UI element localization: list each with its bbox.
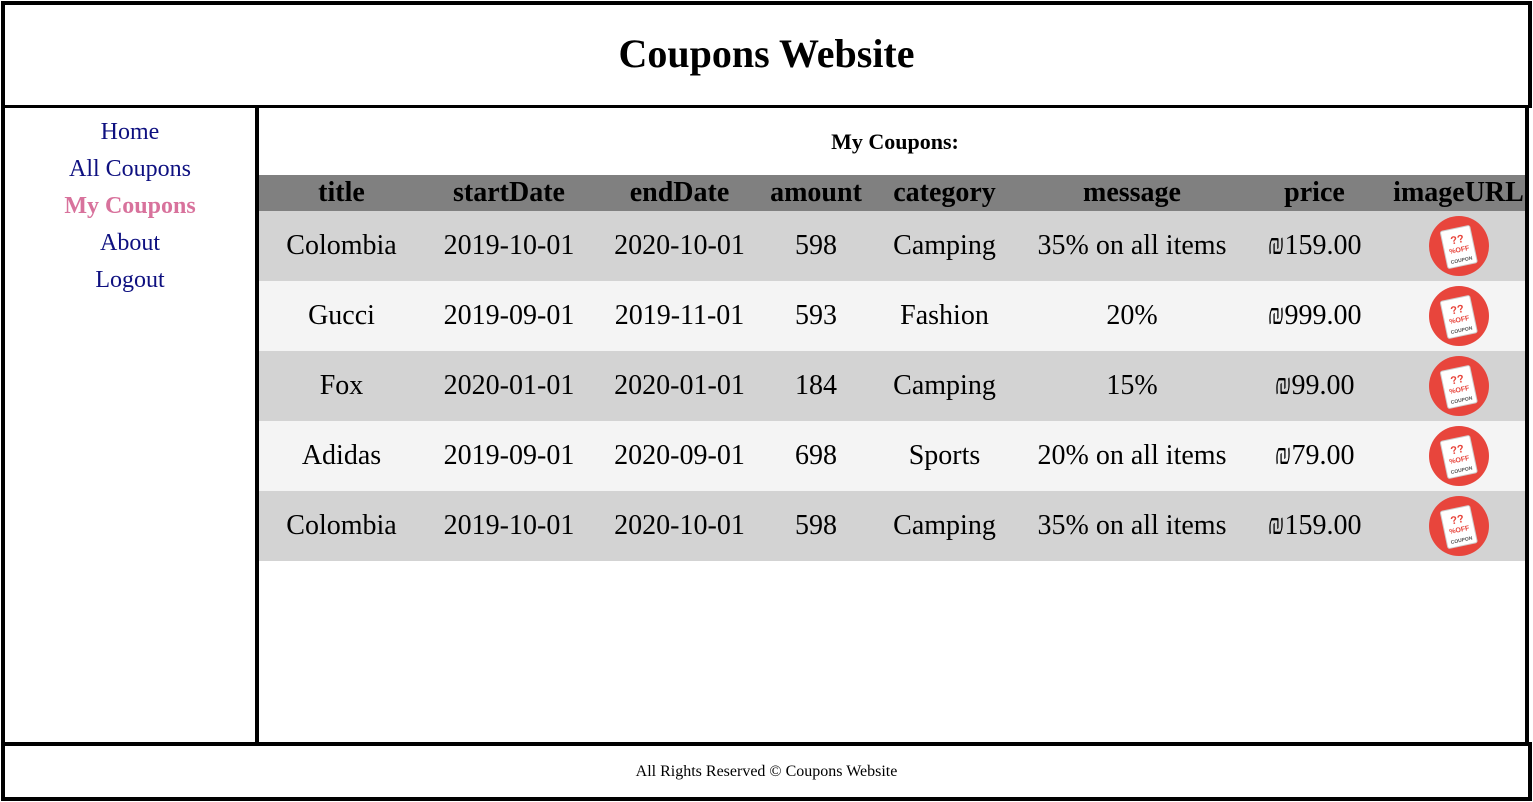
cell-title: Fox [319,370,364,401]
nav-link-all-coupons[interactable]: All Coupons [68,156,191,182]
nav-item-about: About [5,226,255,263]
cell-price: ₪999.00 [1267,300,1362,331]
cell-price: ₪79.00 [1274,440,1355,471]
cell-imageurl: ?? %OFF COUPON [1387,211,1525,281]
table-body: Colombia 2019-10-01 2020-10-01 598 Camping 35… [259,211,1525,561]
cell-startdate: 2020-01-01 [443,370,575,401]
svg-text:??: ?? [1449,443,1465,458]
cell-startdate: 2019-10-01 [443,230,575,261]
nav-item-all-coupons: All Coupons [5,152,255,189]
cell-price: ₪159.00 [1267,510,1362,541]
nav-link-home[interactable]: Home [100,119,160,145]
table-row: Colombia 2019-10-01 2020-10-01 598 Camping 35… [259,211,1525,281]
column-header-amount: amount [770,177,862,208]
cell-category: Fashion [900,300,989,331]
cell-amount: 698 [795,440,837,471]
column-header-category: category [893,177,996,208]
svg-text:??: ?? [1449,303,1465,318]
cell-title: Adidas [301,440,382,471]
table-row: Fox 2020-01-01 2020-01-01 184 Camping 15% ₪99.… [259,351,1525,421]
site-title: Coupons Website [618,30,915,76]
svg-text:??: ?? [1449,233,1465,248]
nav-item-home: Home [5,115,255,152]
svg-text:%OFF: %OFF [1448,385,1470,396]
cell-category: Camping [893,510,996,541]
cell-amount: 593 [795,300,837,331]
main-content: My Coupons: title startDate endDate amount c… [259,105,1529,746]
svg-text:??: ?? [1449,513,1465,528]
site-footer: All Rights Reserved © Coupons Website [1,742,1532,801]
cell-title: Colombia [286,510,397,541]
cell-enddate: 2020-10-01 [614,230,745,261]
cell-startdate: 2019-09-01 [443,440,575,471]
cell-title: Colombia [286,230,397,261]
footer-text: All Rights Reserved © Coupons Website [635,762,898,780]
cell-category: Camping [893,230,996,261]
cell-message: 35% on all items [1037,230,1227,261]
coupons-table: title startDate endDate amount category messa… [259,175,1525,561]
cell-amount: 598 [795,230,837,261]
nav-link-about[interactable]: About [100,230,160,256]
cell-enddate: 2020-09-01 [614,440,745,471]
cell-imageurl: ?? %OFF COUPON [1387,351,1525,421]
cell-imageurl: ?? %OFF COUPON [1387,281,1525,351]
site-header: Coupons Website [1,1,1532,108]
table-row: Adidas 2019-09-01 2020-09-01 698 Sports 20% o… [259,421,1525,491]
cell-enddate: 2020-10-01 [614,510,745,541]
cell-message: 20% [1106,300,1158,331]
section-heading: My Coupons: [831,129,959,154]
cell-message: 15% [1106,370,1158,401]
table-row: Colombia 2019-10-01 2020-10-01 598 Camping 35… [259,491,1525,561]
nav-link-logout[interactable]: Logout [95,267,165,293]
svg-text:COUPON: COUPON [1450,465,1473,476]
cell-price: ₪159.00 [1267,230,1362,261]
cell-enddate: 2019-11-01 [614,300,745,331]
table-header-row: title startDate endDate amount category messa… [259,175,1525,211]
cell-category: Camping [893,370,996,401]
svg-text:??: ?? [1449,373,1465,388]
svg-text:COUPON: COUPON [1450,325,1473,336]
sidebar: Home All Coupons My Coupons About Logout [1,105,259,746]
cell-enddate: 2020-01-01 [614,370,745,401]
cell-amount: 184 [795,370,837,401]
column-header-imageurl: imageURL [1393,177,1524,208]
table-row: Gucci 2019-09-01 2019-11-01 593 Fashion 20% ₪9… [259,281,1525,351]
column-header-startdate: startDate [453,177,565,208]
column-header-message: message [1083,177,1181,208]
cell-startdate: 2019-09-01 [443,300,575,331]
nav-item-my-coupons: My Coupons [5,189,255,226]
nav-link-my-coupons[interactable]: My Coupons [64,193,196,219]
column-header-title: title [318,177,365,208]
cell-title: Gucci [308,300,375,331]
cell-imageurl: ?? %OFF COUPON [1387,421,1525,491]
svg-text:%OFF: %OFF [1448,525,1470,536]
cell-message: 35% on all items [1037,510,1227,541]
cell-message: 20% on all items [1037,440,1227,471]
cell-imageurl: ?? %OFF COUPON [1387,491,1525,561]
column-header-enddate: endDate [629,177,730,208]
svg-text:COUPON: COUPON [1450,255,1473,266]
nav-item-logout: Logout [5,263,255,300]
cell-startdate: 2019-10-01 [443,510,575,541]
cell-amount: 598 [795,510,837,541]
column-header-price: price [1284,177,1345,208]
cell-category: Sports [908,440,981,471]
svg-text:%OFF: %OFF [1448,455,1470,466]
svg-text:%OFF: %OFF [1448,315,1470,326]
nav-list: Home All Coupons My Coupons About Logout [5,105,255,300]
svg-text:%OFF: %OFF [1448,245,1470,256]
cell-price: ₪99.00 [1274,370,1355,401]
svg-text:COUPON: COUPON [1450,535,1473,546]
svg-text:COUPON: COUPON [1450,395,1473,406]
